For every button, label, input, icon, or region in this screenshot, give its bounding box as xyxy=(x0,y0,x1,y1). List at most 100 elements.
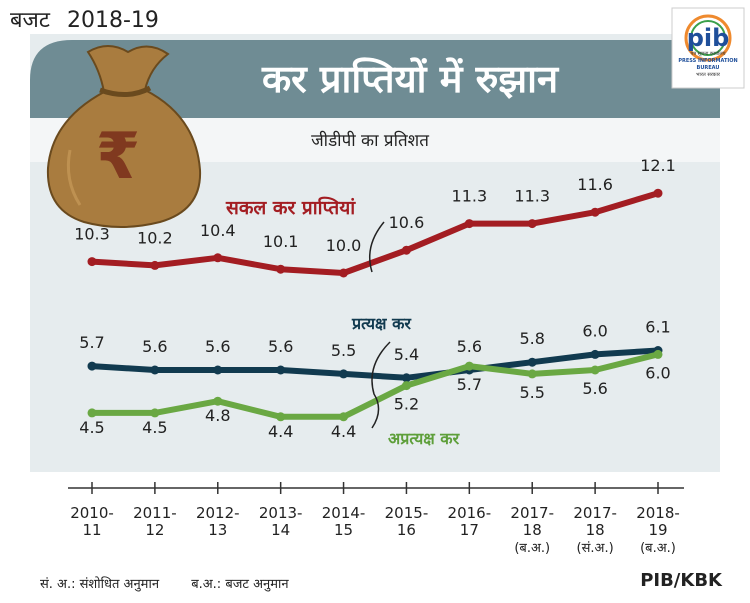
budget-label: बजट 2018-19 xyxy=(10,4,159,34)
point-gross-2 xyxy=(213,253,223,263)
label-indirect-7: 5.5 xyxy=(519,383,544,402)
label-direct-9: 6.1 xyxy=(645,318,670,337)
point-gross-3 xyxy=(276,264,286,274)
series-line-gross xyxy=(89,190,661,276)
label-direct-2: 5.6 xyxy=(205,337,230,356)
x-tick-label-9-2: (ब.अ.) xyxy=(640,541,676,556)
x-tick-label-8-2: (सं.अ.) xyxy=(577,541,614,556)
x-tick-label-2-0: 2012- xyxy=(196,504,240,522)
label-gross-7: 11.3 xyxy=(514,187,550,206)
label-indirect-0: 4.5 xyxy=(79,418,104,437)
label-indirect-2: 4.8 xyxy=(205,406,230,425)
point-gross-7 xyxy=(527,219,537,229)
label-direct-6: 5.6 xyxy=(457,337,482,356)
label-indirect-1: 4.5 xyxy=(142,418,167,437)
point-gross-5 xyxy=(401,245,411,255)
x-tick-label-0-1: 11 xyxy=(82,521,101,539)
point-gross-9 xyxy=(653,188,663,198)
x-tick-label-5-0: 2015- xyxy=(385,504,429,522)
x-tick-label-5-1: 16 xyxy=(397,521,416,539)
x-tick-label-7-0: 2017- xyxy=(510,504,554,522)
budget-word: बजट xyxy=(10,8,50,33)
point-gross-0 xyxy=(87,257,97,267)
label-indirect-3: 4.4 xyxy=(268,422,293,441)
pib-logo xyxy=(671,7,745,89)
label-gross-0: 10.3 xyxy=(74,225,110,244)
point-indirect-8 xyxy=(590,365,600,375)
label-indirect-6: 5.7 xyxy=(457,375,482,394)
label-gross-9: 12.1 xyxy=(640,156,676,175)
legend-direct: प्रत्यक्ष कर xyxy=(352,314,411,333)
pib-tagline: पत्र सूचना कार्यालय xyxy=(690,51,726,57)
point-indirect-1 xyxy=(150,408,160,418)
label-direct-0: 5.7 xyxy=(79,333,104,352)
point-indirect-6 xyxy=(464,361,474,371)
pib-subtitle: PRESS INFORMATION BUREAU xyxy=(678,58,738,71)
point-direct-2 xyxy=(213,365,223,375)
point-direct-5 xyxy=(401,373,411,383)
data-labels-layer: 10.3 10.2 10.4 10.1 10.0 10.6 11.3 11.3 11.6 12.1… xyxy=(74,156,676,441)
label-direct-5: 5.4 xyxy=(394,345,419,364)
point-direct-4 xyxy=(339,369,349,379)
point-direct-7 xyxy=(527,357,537,367)
label-indirect-4: 4.4 xyxy=(331,422,356,441)
x-tick-label-2-1: 13 xyxy=(208,521,227,539)
point-direct-0 xyxy=(87,361,97,371)
x-tick-label-7-1: 18 xyxy=(523,521,542,539)
x-tick-label-7-2: (ब.अ.) xyxy=(514,541,550,556)
label-indirect-9: 6.0 xyxy=(645,363,670,382)
x-axis-ticks xyxy=(91,482,659,494)
point-gross-1 xyxy=(150,260,160,270)
note-budget: ब.अ.: बजट अनुमान xyxy=(191,577,289,592)
label-gross-2: 10.4 xyxy=(200,221,236,240)
point-gross-4 xyxy=(339,268,349,278)
x-tick-label-3-0: 2013- xyxy=(259,504,303,522)
point-indirect-0 xyxy=(87,408,97,418)
point-indirect-4 xyxy=(339,412,349,422)
x-tick-label-9-0: 2018- xyxy=(636,504,680,522)
svg-text:₹: ₹ xyxy=(96,120,141,194)
money-bag-icon: ₹ xyxy=(46,45,202,228)
budget-year: 2018-19 xyxy=(66,8,159,33)
x-tick-label-6-1: 17 xyxy=(460,521,479,539)
title-banner xyxy=(30,40,720,118)
axis-break-gross xyxy=(369,221,385,273)
axis-break-direct xyxy=(371,341,391,429)
label-direct-3: 5.6 xyxy=(268,337,293,356)
footer-credit: PIB/KBK xyxy=(640,570,722,591)
x-tick-label-3-1: 14 xyxy=(271,521,290,539)
note-revised: सं. अ.: संशोधित अनुमान xyxy=(40,577,160,592)
point-indirect-9 xyxy=(653,349,663,359)
label-gross-4: 10.0 xyxy=(326,236,362,255)
x-tick-label-8-0: 2017- xyxy=(573,504,617,522)
point-direct-3 xyxy=(276,365,286,375)
point-indirect-2 xyxy=(213,396,223,406)
label-gross-6: 11.3 xyxy=(452,187,488,206)
pib-wordmark: pib xyxy=(686,24,730,52)
x-tick-label-4-0: 2014- xyxy=(322,504,366,522)
chart-subtitle: जीडीपी का प्रतिशत xyxy=(311,131,429,151)
label-gross-5: 10.6 xyxy=(389,213,425,232)
point-direct-1 xyxy=(150,365,160,375)
series-line-direct xyxy=(89,347,661,381)
series-layer xyxy=(87,188,663,422)
legend-indirect: अप्रत्यक्ष कर xyxy=(388,429,460,448)
legend-gross: सकल कर प्राप्तियां xyxy=(226,197,356,219)
label-gross-1: 10.2 xyxy=(137,228,173,247)
series-line-indirect xyxy=(89,351,661,420)
chart-title: कर प्राप्तियों में रुझान xyxy=(261,57,559,101)
x-tick-label-4-1: 15 xyxy=(334,521,353,539)
x-tick-label-1-1: 12 xyxy=(145,521,164,539)
x-tick-label-8-1: 18 xyxy=(586,521,605,539)
point-direct-8 xyxy=(590,349,600,359)
x-tick-label-6-0: 2016- xyxy=(448,504,492,522)
label-indirect-5: 5.2 xyxy=(394,395,419,414)
point-indirect-5 xyxy=(401,381,411,391)
pib-gov: भारत सरकार xyxy=(696,72,720,78)
x-tick-label-1-0: 2011- xyxy=(133,504,177,522)
x-tick-label-9-1: 19 xyxy=(648,521,667,539)
label-gross-8: 11.6 xyxy=(577,175,613,194)
footer-note: सं. अ.: संशोधित अनुमान ब.अ.: बजट अनुमान xyxy=(40,574,289,592)
